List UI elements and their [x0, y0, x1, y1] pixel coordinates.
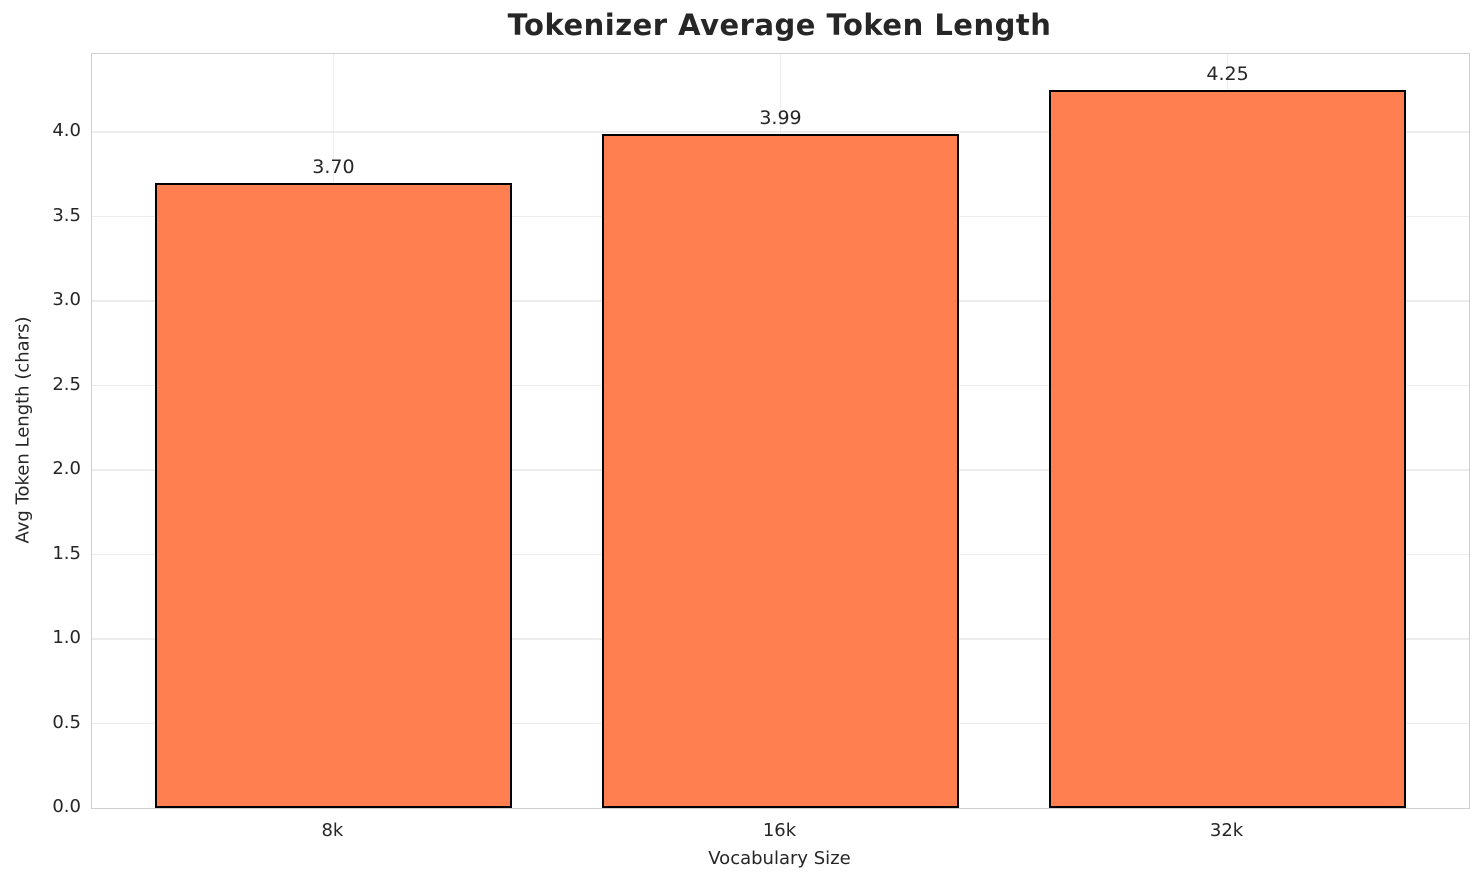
- bar-32k: [1048, 89, 1407, 808]
- plot-area: 3.70 3.99 4.25: [91, 53, 1470, 809]
- y-tick-label: 4.0: [52, 120, 81, 142]
- bar-16k: [601, 133, 960, 808]
- chart-title: Tokenizer Average Token Length: [507, 8, 1052, 42]
- y-tick-label: 0.0: [52, 796, 81, 817]
- y-axis-label: Avg Token Length (chars): [12, 316, 34, 544]
- bar-value-label: 4.25: [1206, 62, 1249, 85]
- y-tick-label: 3.5: [52, 204, 81, 226]
- y-tick-label: 1.0: [52, 627, 81, 649]
- y-tick-label: 1.5: [52, 542, 81, 564]
- bar-8k: [154, 182, 513, 808]
- y-tick-label: 3.0: [52, 289, 81, 311]
- x-tick-label: 8k: [321, 820, 344, 841]
- x-tick-label: 32k: [1209, 820, 1244, 841]
- y-tick-label: 2.0: [52, 458, 81, 480]
- x-tick-label: 16k: [762, 820, 797, 841]
- x-axis-label: Vocabulary Size: [708, 848, 851, 869]
- y-tick-label: 0.5: [52, 711, 81, 733]
- bar-value-label: 3.99: [759, 106, 802, 129]
- bar-value-label: 3.70: [312, 155, 355, 178]
- y-tick-label: 2.5: [52, 373, 81, 395]
